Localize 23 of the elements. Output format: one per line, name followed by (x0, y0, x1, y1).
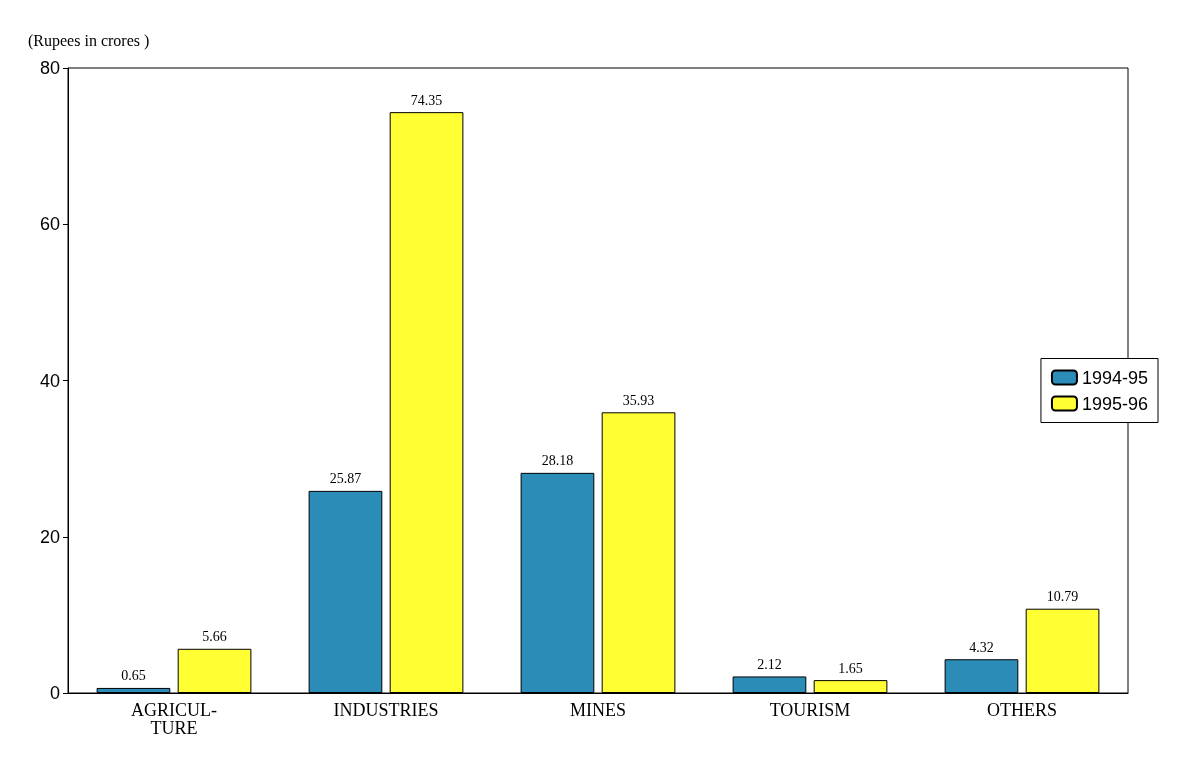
data-label: 35.93 (622, 392, 655, 408)
y-tick-label: 80 (39, 58, 60, 78)
data-label: 4.32 (969, 639, 994, 655)
legend-label: 1995-96 (1081, 393, 1148, 414)
x-tick-label: MINES (569, 700, 627, 720)
x-tick-label: AGRICUL- TURE (131, 700, 217, 738)
y-tick-label: 60 (39, 214, 60, 235)
data-label: 2.12 (757, 656, 782, 672)
y-tick-label: 0 (49, 683, 60, 703)
data-label: 10.79 (1046, 589, 1079, 605)
legend-label: 1994-95 (1081, 367, 1148, 388)
x-tick-label: OTHERS (986, 700, 1058, 720)
data-label: 28.18 (541, 453, 574, 469)
data-label: 25.87 (329, 471, 362, 487)
data-label: 5.66 (202, 629, 227, 645)
x-tick-label: TOURISM (769, 700, 851, 720)
y-tick-label: 20 (39, 526, 60, 547)
data-label: 0.65 (121, 668, 146, 684)
data-label: 1.65 (838, 660, 863, 676)
x-tick-label: INDUSTRIES (333, 700, 439, 720)
data-label: 74.35 (410, 92, 443, 108)
y-tick-label: 40 (39, 370, 60, 391)
y-axis-title: (Rupees in crores ) (28, 31, 150, 50)
